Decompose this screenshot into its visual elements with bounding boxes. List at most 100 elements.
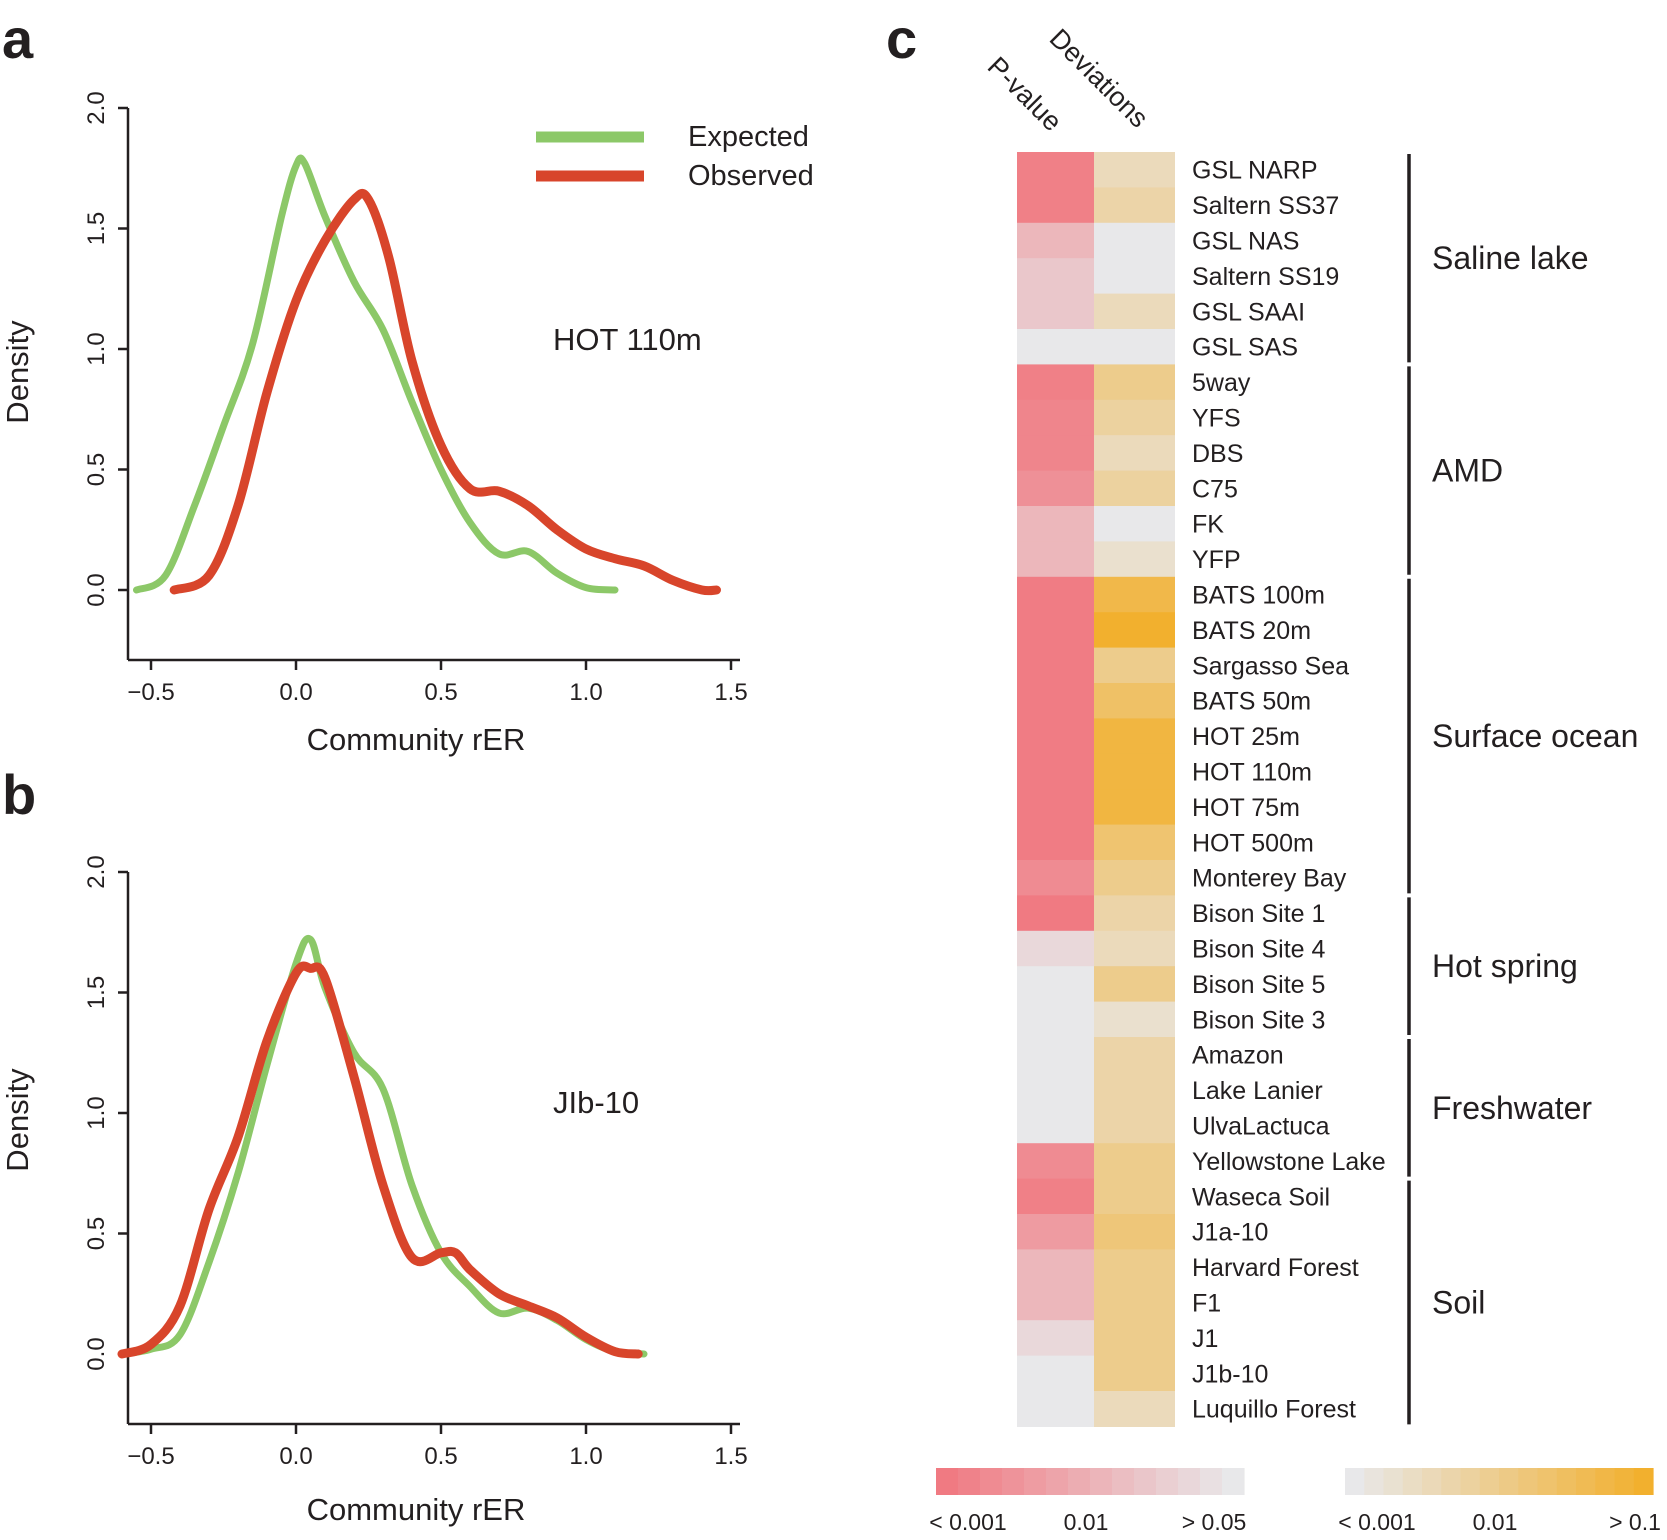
panel-a-x-ticks: −0.5 0.0 0.5 1.0 1.5 — [127, 660, 748, 706]
row-label: Bison Site 4 — [1192, 936, 1326, 964]
deviation-cell — [1094, 1284, 1175, 1321]
pvalue-cell — [1017, 399, 1094, 436]
pvalue-cell — [1017, 1107, 1094, 1144]
heatmap-cells — [1017, 152, 1175, 1427]
colorbar-step — [1134, 1468, 1157, 1495]
row-label: YFS — [1192, 405, 1241, 433]
deviation-cell — [1094, 1355, 1175, 1392]
pvalue-cell — [1017, 860, 1094, 896]
row-label: UlvaLactuca — [1192, 1113, 1330, 1141]
group-label: Soil — [1432, 1285, 1485, 1321]
colorbar-step — [1402, 1468, 1423, 1495]
row-label: Bison Site 1 — [1192, 900, 1325, 928]
deviation-cell — [1094, 506, 1175, 542]
panel-b-y-ticks: 0.0 0.5 1.0 1.5 2.0 — [83, 855, 128, 1371]
y-tick-label: 1.0 — [83, 332, 110, 365]
row-label: Saltern SS37 — [1192, 192, 1339, 220]
y-tick-label: 1.0 — [83, 1096, 110, 1129]
x-tick-label: 0.5 — [424, 1443, 457, 1470]
pvalue-cell — [1017, 1001, 1094, 1038]
deviation-cell — [1094, 1214, 1175, 1250]
pvalue-cell — [1017, 647, 1094, 684]
row-label: J1b-10 — [1192, 1360, 1268, 1388]
row-label: Sargasso Sea — [1192, 652, 1349, 680]
pvalue-cell — [1017, 470, 1094, 507]
colorbar-label: > 0.1 — [1609, 1509, 1661, 1535]
deviation-cell — [1094, 647, 1175, 684]
colorbar-step — [1178, 1468, 1201, 1495]
pvalue-cell — [1017, 1072, 1094, 1109]
row-label: Harvard Forest — [1192, 1254, 1359, 1282]
series-line-expected — [118, 935, 648, 1358]
colorbar-step — [1345, 1468, 1365, 1495]
y-tick-label: 1.5 — [83, 212, 110, 245]
x-tick-label: −0.5 — [127, 679, 174, 706]
row-label: 5way — [1192, 369, 1251, 397]
pvalue-cell — [1017, 293, 1094, 330]
y-tick-label: 0.5 — [83, 1217, 110, 1250]
legend-observed-label: Observed — [688, 160, 814, 192]
pvalue-cell — [1017, 506, 1094, 542]
y-tick-label: 2.0 — [83, 855, 110, 888]
colorbar-step — [1518, 1468, 1539, 1495]
panel-a-legend: Expected Observed — [536, 121, 814, 192]
panel-b-density-plot: b 0.0 0.5 1.0 1.5 2.0 −0.5 0.0 0.5 1.0 1.5 Densi… — [0, 763, 748, 1527]
pvalue-cell — [1017, 1214, 1094, 1250]
pvalue-cell — [1017, 789, 1094, 826]
pvalue-cell — [1017, 683, 1094, 719]
deviation-cell — [1094, 541, 1175, 578]
row-label: Saltern SS19 — [1192, 263, 1339, 291]
pvalue-cell — [1017, 753, 1094, 790]
deviation-cell — [1094, 152, 1175, 188]
panel-b-density-lines — [117, 935, 648, 1359]
deviation-cell — [1094, 1143, 1175, 1180]
colorbar-step — [1633, 1468, 1654, 1495]
colorbar-step — [1479, 1468, 1500, 1495]
x-tick-label: 1.5 — [714, 679, 747, 706]
pvalue-cell — [1017, 1178, 1094, 1215]
colorbar-step — [958, 1468, 981, 1495]
pvalue-cell — [1017, 612, 1094, 649]
colorbar-step — [1002, 1468, 1025, 1495]
heatmap-row-labels: GSL NARP Saltern SS37 GSL NAS Saltern SS19 G… — [1192, 157, 1386, 1424]
colorbar-step — [1499, 1468, 1519, 1495]
colorbar-step — [1046, 1468, 1069, 1495]
pvalue-cell — [1017, 1249, 1094, 1286]
column-header-pvalue: P-value — [982, 51, 1068, 137]
deviation-cell — [1094, 576, 1175, 613]
colorbar-step — [1112, 1468, 1135, 1495]
deviation-cell — [1094, 1249, 1175, 1286]
deviation-cell — [1094, 1037, 1175, 1073]
y-tick-label: 1.5 — [83, 976, 110, 1009]
panel-b-x-ticks: −0.5 0.0 0.5 1.0 1.5 — [127, 1424, 748, 1470]
panel-a-y-ticks: 0.0 0.5 1.0 1.5 2.0 — [83, 91, 128, 607]
pvalue-cell — [1017, 1284, 1094, 1321]
series-line-observed — [117, 961, 643, 1359]
deviation-cell — [1094, 435, 1175, 472]
colorbar-label: 0.01 — [1064, 1509, 1109, 1535]
pvalue-colorbar: < 0.001 0.01 > 0.05 — [929, 1468, 1246, 1535]
x-tick-label: 1.0 — [569, 679, 602, 706]
row-label: DBS — [1192, 440, 1243, 468]
row-label: Waseca Soil — [1192, 1183, 1330, 1211]
x-tick-label: 0.0 — [279, 1443, 312, 1470]
deviation-cell — [1094, 1001, 1175, 1038]
row-label: Yellowstone Lake — [1192, 1148, 1386, 1176]
row-label: Monterey Bay — [1192, 865, 1347, 893]
deviation-cell — [1094, 258, 1175, 295]
pvalue-cell — [1017, 718, 1094, 755]
row-label: C75 — [1192, 475, 1238, 503]
row-label: Amazon — [1192, 1042, 1284, 1070]
row-label: GSL NAS — [1192, 228, 1299, 256]
colorbar-step — [980, 1468, 1003, 1495]
row-label: YFP — [1192, 546, 1241, 574]
deviation-cell — [1094, 789, 1175, 826]
x-tick-label: −0.5 — [127, 1443, 174, 1470]
deviation-cell — [1094, 1072, 1175, 1109]
row-label: Bison Site 5 — [1192, 971, 1325, 999]
colorbar-step — [1156, 1468, 1179, 1495]
deviation-cell — [1094, 1391, 1175, 1427]
colorbar-step — [1422, 1468, 1442, 1495]
panel-a-letter: a — [2, 7, 34, 70]
pvalue-cell — [1017, 187, 1094, 224]
